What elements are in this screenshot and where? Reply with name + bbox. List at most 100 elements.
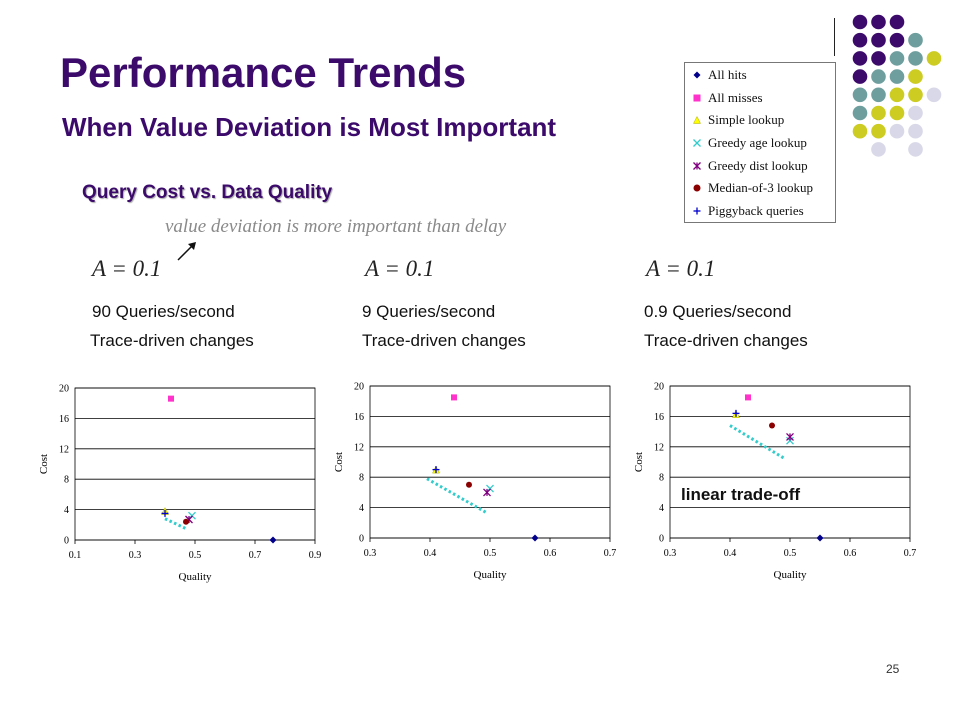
tradeoff-dashed-line: [426, 477, 488, 515]
y-tick-label: 0: [659, 534, 664, 545]
y-tick-label: 0: [64, 536, 69, 547]
decor-dot: [852, 32, 868, 48]
y-tick-label: 16: [59, 414, 69, 425]
x-tick-label: 0.7: [604, 548, 617, 559]
decor-dot: [871, 69, 886, 84]
legend-marker-greedy-dist-lookup: [693, 161, 701, 170]
x-tick-label: 0.1: [69, 550, 82, 561]
decor-dot: [852, 69, 868, 84]
data-point-piggyback-queries: [732, 409, 740, 417]
x-tick-label: 0.4: [724, 548, 737, 559]
decor-dot: [908, 69, 923, 84]
y-tick-label: 4: [64, 505, 69, 516]
x-tick-label: 0.3: [664, 548, 677, 559]
chart-panel-2: 0 4 8 12 16 20 0.3 0.4 0.5 0.6 0.7 Quality Cost: [333, 382, 617, 582]
decor-dot: [889, 123, 905, 139]
decor-dot: [852, 14, 868, 30]
x-axis-label: Quality: [774, 569, 807, 581]
x-tick-label: 0.3: [129, 550, 142, 561]
legend-label: All hits: [708, 67, 747, 83]
data-point-greedy-dist-lookup: [483, 488, 491, 497]
decor-dot: [871, 51, 886, 66]
legend-marker-triangle-icon: [693, 116, 701, 125]
note-arrow-icon: [177, 242, 196, 261]
data-point-all-misses: [745, 394, 751, 401]
data-point-all-hits: [531, 534, 539, 542]
legend-marker-median-of-3-lookup: [693, 184, 701, 192]
y-axis-label: Cost: [633, 452, 645, 472]
decor-dot: [889, 87, 905, 103]
x-tick-label: 0.7: [249, 550, 262, 561]
decor-dot: [871, 14, 886, 30]
tradeoff-dashed-line: [729, 424, 785, 460]
legend-item-greedy-age-lookup: Greedy age lookup: [685, 132, 835, 155]
y-tick-label: 8: [64, 475, 69, 486]
y-tick-label: 12: [654, 442, 664, 453]
decor-dot: [926, 87, 942, 103]
x-axis-label: Quality: [179, 571, 212, 583]
y-axis-label: Cost: [38, 454, 50, 474]
legend-label: Simple lookup: [708, 112, 785, 128]
data-point-piggyback-queries: [161, 509, 169, 517]
x-tick-label: 0.9: [309, 550, 322, 561]
legend-label: All misses: [708, 89, 763, 105]
panel-2-rate: 9 Queries/second: [362, 302, 496, 321]
y-tick-label: 16: [654, 412, 664, 423]
decor-dot: [926, 51, 942, 66]
decor-dot: [889, 14, 905, 30]
legend-marker-all-misses: [693, 94, 701, 102]
decor-dot: [908, 123, 923, 139]
panel-3-a-label: A = 0.1: [646, 256, 716, 281]
data-point-all-hits: [269, 536, 277, 544]
legend-marker-simple-lookup: [693, 116, 701, 125]
panel-1-changes: Trace-driven changes: [90, 331, 254, 350]
plot-area: [369, 385, 611, 539]
panel-2-a-label: A = 0.1: [365, 256, 435, 281]
legend-item-greedy-dist-lookup: Greedy dist lookup: [685, 154, 835, 177]
slide-title: Performance Trends: [60, 49, 467, 96]
y-tick-label: 12: [354, 442, 364, 453]
legend-item-median-of-3-lookup: Median-of-3 lookup: [685, 177, 835, 200]
legend-marker-piggyback-queries: [693, 207, 701, 215]
legend-marker-square-icon: [693, 94, 701, 102]
decor-dot: [908, 32, 923, 48]
y-tick-label: 20: [59, 384, 69, 395]
data-point-all-misses: [451, 394, 457, 401]
data-point-median-of-3-lookup: [183, 518, 189, 525]
decor-dot: [871, 32, 886, 48]
chart-panel-1: 0 4 8 12 16 20 0.1 0.3 0.5 0.7 0.9 Quality Cost: [38, 384, 322, 584]
data-point-median-of-3-lookup: [769, 422, 775, 429]
y-tick-label: 20: [654, 382, 664, 393]
y-tick-label: 0: [359, 534, 364, 545]
legend-label: Median-of-3 lookup: [708, 180, 814, 196]
legend-marker-greedy-age-lookup: [693, 139, 701, 148]
decor-dot: [871, 105, 886, 121]
decor-dot: [871, 87, 886, 103]
data-point-greedy-dist-lookup: [786, 432, 794, 441]
panel-1-a-label: A = 0.1: [92, 256, 162, 281]
panel-1-rate: 90 Queries/second: [92, 302, 235, 321]
data-point-piggyback-queries: [432, 466, 440, 474]
decor-dot: [852, 123, 868, 139]
decor-dot: [889, 105, 905, 121]
decorative-dot-grid: [852, 14, 942, 157]
legend-marker-x-icon: [693, 139, 701, 148]
data-point-all-hits: [816, 534, 824, 542]
data-point-median-of-3-lookup: [466, 481, 472, 488]
legend-label: Greedy dist lookup: [708, 157, 808, 173]
legend-marker-diamond-icon: [693, 71, 701, 79]
y-tick-label: 12: [59, 444, 69, 455]
legend-item-simple-lookup: Simple lookup: [685, 109, 835, 132]
chart-panel-3: 0 4 8 12 16 20 0.3 0.4 0.5 0.6 0.7 Quality Cost: [633, 382, 916, 582]
section-heading: Query Cost vs. Data Quality: [82, 182, 333, 203]
decor-dot: [908, 142, 923, 157]
panel-3-changes: Trace-driven changes: [644, 331, 808, 350]
legend-item-all-misses: All misses: [685, 87, 835, 110]
legend-item-all-hits: All hits: [685, 64, 835, 87]
x-axis-label: Quality: [474, 569, 507, 581]
legend-label: Greedy age lookup: [708, 135, 807, 151]
decor-dot: [908, 87, 923, 103]
y-tick-label: 8: [659, 473, 664, 484]
decor-dot: [889, 51, 905, 66]
decor-dot: [889, 32, 905, 48]
